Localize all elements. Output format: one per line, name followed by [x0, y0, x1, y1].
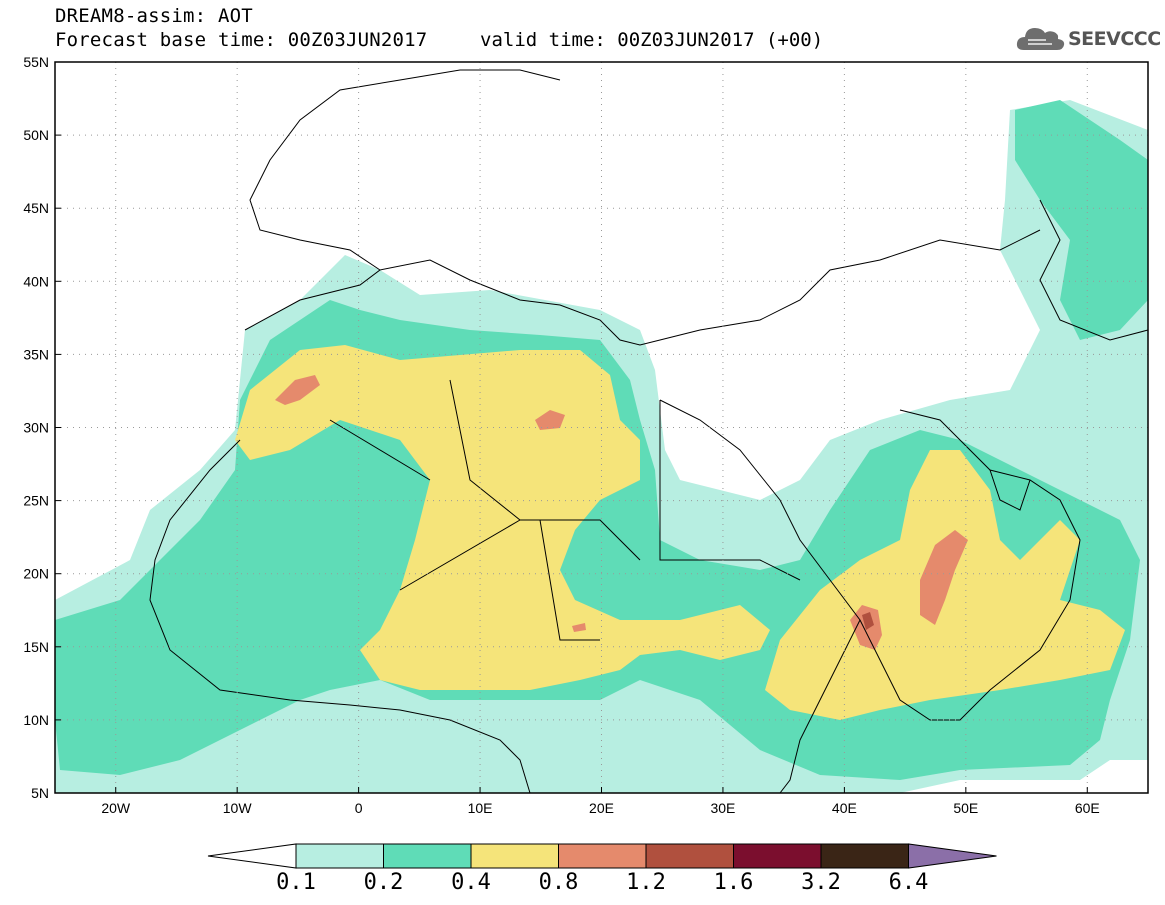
colorbar-swatch [733, 843, 822, 869]
colorbar-max-arrow [908, 843, 997, 869]
cloud-icon [1016, 28, 1065, 50]
aot-hotspot-libya [535, 410, 565, 430]
colorbar-label: 1.2 [626, 870, 666, 895]
lat-label: 40N [23, 273, 49, 289]
aot-hotspot-arabia [920, 530, 968, 625]
forecast-base-time: Forecast base time: 00Z03JUN2017 [55, 29, 428, 51]
colorbar-label: 0.1 [276, 870, 316, 895]
lon-label: 20E [589, 800, 614, 816]
lon-label: 10E [468, 800, 493, 816]
lat-label: 15N [23, 639, 49, 655]
colorbar-label: 0.8 [538, 870, 579, 895]
lat-label: 10N [23, 712, 49, 728]
lon-label: 10W [223, 800, 253, 816]
colorbar-swatch [558, 843, 647, 869]
lon-label: 20W [101, 800, 131, 816]
lat-label: 55N [23, 54, 49, 70]
longitude-labels: 20W 10W 0 10E 20E 30E 40E 50E 60E [101, 787, 1100, 816]
aot-region-high [235, 345, 770, 690]
lat-label: 30N [23, 420, 49, 436]
colorbar-swatch [645, 843, 734, 869]
lat-label: 20N [23, 566, 49, 582]
lon-label: 50E [953, 800, 978, 816]
colorbar-swatch [295, 843, 384, 869]
colorbar-swatch [820, 843, 909, 869]
lat-label: 5N [31, 785, 49, 801]
aot-hotspot-yemen [862, 612, 874, 630]
lon-label: 60E [1075, 800, 1100, 816]
colorbar-label: 1.6 [713, 870, 754, 895]
latitude-labels: 55N 50N 45N 40N 35N 30N 25N 20N 15N 10N 5N [23, 54, 61, 801]
valid-time: valid time: 00Z03JUN2017 (+00) [480, 29, 824, 51]
colorbar-swatch [383, 843, 472, 869]
colorbar-swatch [470, 843, 559, 869]
colorbar-label: 0.4 [451, 870, 491, 895]
coastlines [149, 69, 1148, 793]
lat-label: 45N [23, 200, 49, 216]
lon-label: 40E [832, 800, 857, 816]
aot-region-caspian [1015, 100, 1148, 340]
seevccc-logo: SEEVCCC [1016, 22, 1161, 56]
map-title: DREAM8-assim: AOT [55, 5, 253, 27]
colorbar-min-arrow [207, 843, 297, 869]
lat-label: 50N [23, 127, 49, 143]
lat-label: 25N [23, 493, 49, 509]
aot-hotspot-atlas [275, 375, 320, 405]
colorbar-label: 3.2 [801, 870, 841, 895]
aot-hotspot-chad [572, 623, 586, 632]
logo-text: SEEVCCC [1068, 28, 1161, 50]
lat-label: 35N [23, 346, 49, 362]
colorbar [207, 843, 997, 869]
lon-label: 0 [355, 800, 363, 816]
colorbar-label: 6.4 [888, 870, 929, 895]
lon-label: 30E [710, 800, 735, 816]
colorbar-label: 0.2 [363, 870, 404, 895]
aot-contours [55, 100, 1148, 793]
